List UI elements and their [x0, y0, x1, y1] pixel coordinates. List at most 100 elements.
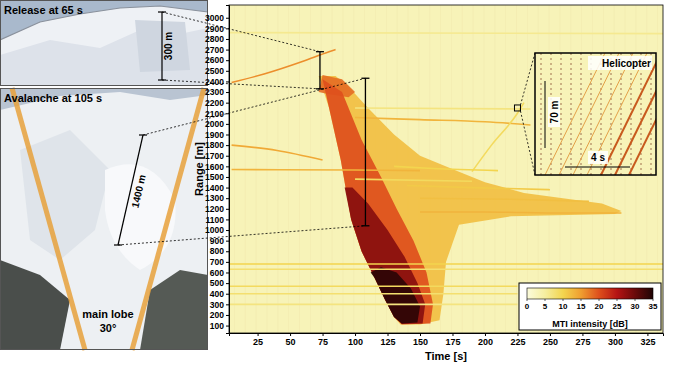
plot-frame [229, 5, 663, 333]
streak [232, 145, 323, 160]
photo-frame [1, 89, 208, 350]
x-tick-label: 200 [478, 337, 493, 347]
inset-title: Helicopter [602, 58, 651, 69]
connector [520, 111, 535, 175]
y-tick-mark [226, 209, 229, 210]
x-tick-mark [258, 333, 259, 336]
scale-label: 300 m [163, 32, 174, 60]
y-axis-title: Range [m] [193, 142, 205, 196]
y-axis: 1002003004005006007008009001000110012001… [205, 6, 229, 334]
y-tick-label: 1000 [205, 225, 224, 235]
annotations [118, 12, 535, 245]
y-tick-mark [226, 39, 229, 40]
x-tick: 25 [253, 333, 263, 347]
y-tick-mark [226, 18, 229, 19]
x-tick-mark [388, 333, 389, 336]
photo-frame [1, 1, 208, 86]
colorbar-tick-label: 20 [595, 302, 604, 311]
x-tick-mark [647, 333, 648, 336]
y-tick-label: 2300 [205, 87, 224, 97]
avalanche-region [345, 188, 426, 324]
inset-gridline [571, 53, 572, 175]
streak [420, 198, 589, 201]
colorbar-tick [635, 299, 636, 301]
y-tick: 1900 [205, 130, 229, 140]
y-tick: 2900 [205, 24, 229, 34]
y-tick-label: 2900 [205, 24, 224, 34]
x-tick: 75 [318, 333, 328, 347]
streak [229, 263, 663, 265]
texture-line [483, 5, 484, 333]
colorbar-tick [599, 299, 600, 301]
y-tick-label: 2800 [205, 34, 224, 44]
y-tick-mark [226, 326, 229, 327]
inset-label-bg [548, 97, 560, 127]
y-tick-label: 400 [210, 289, 224, 299]
y-tick-mark [226, 156, 229, 157]
y-tick-mark [226, 294, 229, 295]
y-tick: 300 [210, 300, 229, 310]
streak [229, 33, 663, 34]
y-tick-mark [226, 124, 229, 125]
y-tick-mark [226, 198, 229, 199]
x-tick-label: 175 [445, 337, 460, 347]
photo-caption: Release at 65 s [4, 4, 83, 16]
y-tick-mark [226, 241, 229, 242]
x-tick-label: 225 [510, 337, 525, 347]
y-tick: 1300 [205, 193, 229, 203]
beam-angle: 30° [100, 322, 117, 334]
colorbar-box [519, 283, 661, 330]
streak [229, 285, 517, 287]
connector [520, 53, 535, 105]
y-tick-label: 800 [210, 246, 224, 256]
avalanche-region [371, 267, 420, 323]
y-tick-mark [226, 81, 229, 82]
x-tick-label: 275 [575, 337, 590, 347]
x-tick: 225 [510, 333, 525, 347]
x-tick-mark [517, 333, 518, 336]
y-tick: 2100 [205, 108, 229, 118]
colorbar-tick-label: 30 [631, 302, 640, 311]
y-tick-label: 2200 [205, 98, 224, 108]
x-tick: 275 [575, 333, 590, 347]
inset-gridline [621, 53, 622, 175]
x-tick-mark [550, 333, 551, 336]
y-tick-label: 100 [210, 321, 224, 331]
y-tick-label: 1400 [205, 183, 224, 193]
texture-line [494, 5, 495, 333]
inset-title-bg [588, 56, 652, 70]
texture-line [310, 5, 311, 333]
y-tick-label: 1200 [205, 204, 224, 214]
y-tick: 1800 [205, 140, 229, 150]
y-tick-mark [226, 230, 229, 231]
y-tick-label: 1500 [205, 172, 224, 182]
y-tick: 2200 [205, 98, 229, 108]
y-tick-mark [226, 262, 229, 263]
y-tick-label: 2700 [205, 45, 224, 55]
colorbar-tick-label: 25 [613, 302, 622, 311]
y-tick-mark [226, 103, 229, 104]
streak [229, 293, 517, 295]
y-tick-mark [226, 219, 229, 220]
photo-slope [0, 92, 208, 350]
y-tick-mark [226, 304, 229, 305]
y-tick: 3000 [205, 13, 229, 23]
photo-caption: Avalanche at 105 s [4, 92, 102, 104]
colorbar-tick [581, 299, 582, 301]
texture-line [505, 5, 506, 333]
y-tick-label: 2400 [205, 77, 224, 87]
x-tick-label: 125 [381, 337, 396, 347]
y-tick-label: 2600 [205, 55, 224, 65]
inset-gridline [541, 53, 542, 175]
y-tick-mark [226, 177, 229, 178]
connector [162, 80, 320, 89]
y-tick: 700 [210, 257, 229, 267]
streak [407, 185, 550, 189]
photo-mountain [0, 6, 208, 86]
x-tick-mark [615, 333, 616, 336]
y-tick-label: 1600 [205, 162, 224, 172]
x-tick-mark [323, 333, 324, 336]
y-tick: 400 [210, 289, 229, 299]
inset-range-label: 70 m [549, 100, 560, 123]
texture-line [516, 5, 517, 333]
